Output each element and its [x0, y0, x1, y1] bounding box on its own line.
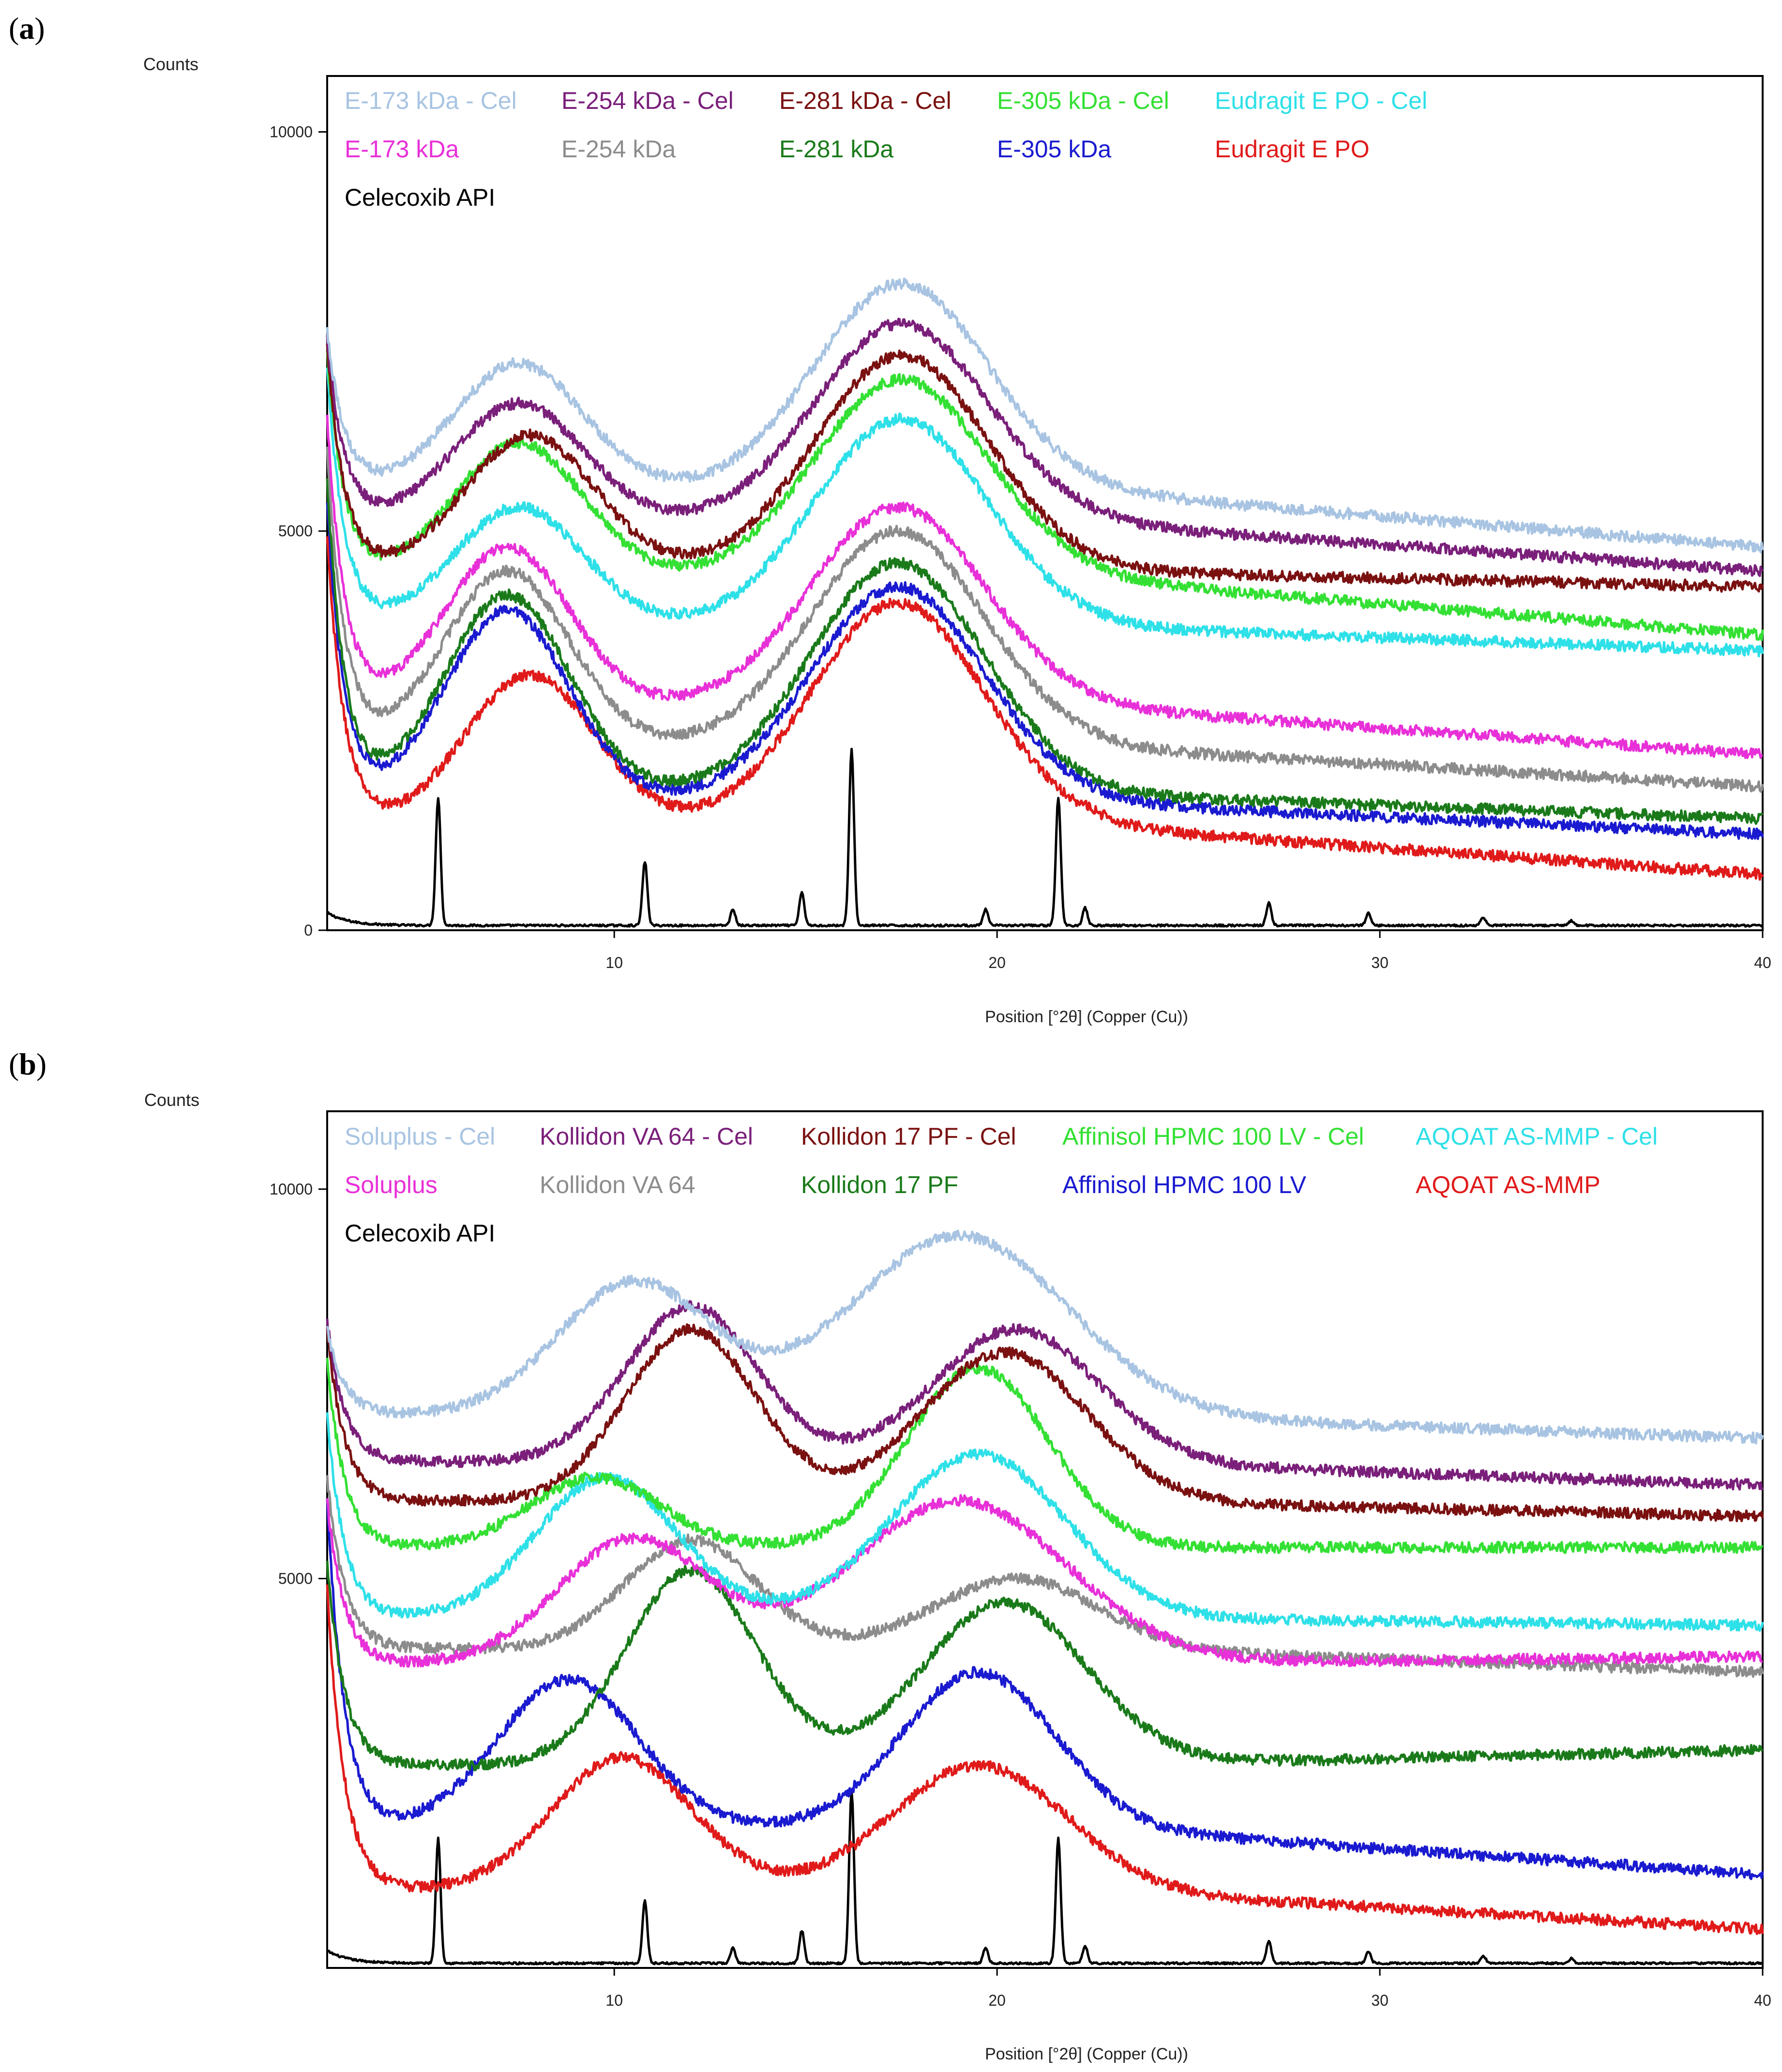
panel-b: (b) Counts 5000 10000 10 20 30 40 Soluplus -…	[9, 1047, 1771, 2063]
panel-a-legend-e-173-kda-cel: E-173 kDa - Cel	[345, 87, 517, 114]
panel-a-series-eudragit-e-po	[326, 536, 1764, 881]
panel-b-legend-aqoat-as-mmp-cel: AQOAT AS-MMP - Cel	[1416, 1123, 1658, 1150]
panel-a-xtick-label: 10	[605, 954, 623, 971]
panel-a-ylabel: Counts	[143, 54, 198, 74]
panel-b-ylabel: Counts	[144, 1090, 199, 1110]
panel-a-legend-e-254-kda: E-254 kDa	[561, 136, 676, 163]
panel-b-series-aqoat-as-mmp-cel	[326, 1412, 1764, 1632]
panel-a-series-e-305-kda	[326, 502, 1764, 840]
panel-a-legend-eudragit-e-po-cel: Eudragit E PO - Cel	[1215, 87, 1427, 114]
panel-a-legend-e-281-kda: E-281 kDa	[779, 136, 893, 163]
panel-a-series-e-254-kda	[326, 446, 1764, 793]
panel-b-legend-kollidon-17-pf: Kollidon 17 PF	[801, 1171, 958, 1198]
panel-a-legend-e-281-kda-cel: E-281 kDa - Cel	[779, 87, 951, 114]
panel-b-series-affinisol-hpmc-100-lv-cel	[326, 1358, 1764, 1554]
panel-b-legend-soluplus: Soluplus	[345, 1171, 438, 1198]
panel-a-ytick-label: 5000	[278, 522, 313, 540]
panel-a-series-eudragit-e-po-cel	[326, 367, 1764, 658]
panel-a-ytick-label: 0	[304, 922, 313, 939]
panel-b-legend-kollidon-va-64-cel: Kollidon VA 64 - Cel	[540, 1123, 753, 1150]
panel-a-xtick-label: 20	[988, 954, 1006, 971]
panel-a-legend-e-173-kda: E-173 kDa	[345, 136, 459, 163]
panel-b-legend-soluplus-cel: Soluplus - Cel	[345, 1123, 495, 1150]
panel-b-legend-kollidon-17-pf-cel: Kollidon 17 PF - Cel	[801, 1123, 1016, 1150]
panel-a-series-e-305-kda-cel	[326, 351, 1764, 641]
panel-b-legend-affinisol-hpmc-100-lv-cel: Affinisol HPMC 100 LV - Cel	[1062, 1123, 1364, 1150]
panel-b-series-celecoxib-api	[327, 1790, 1764, 1966]
panel-b-plot-frame	[326, 1110, 1764, 1969]
panel-b-xtick-label: 30	[1371, 1992, 1389, 2009]
panel-b-series-soluplus-cel	[326, 1229, 1764, 1445]
panel-a-ytick-label: 10000	[270, 123, 313, 140]
panel-a: (a) Counts 0 5000 10000 10 20 30 40 E-173 kDa…	[9, 11, 1771, 1026]
panel-a-xtick-label: 30	[1371, 954, 1389, 971]
panel-a-xlabel: Position [°2θ] (Copper (Cu))	[985, 1008, 1188, 1026]
panel-a-series-celecoxib-api	[327, 747, 1764, 928]
panel-b-legend-celecoxib-api: Celecoxib API	[345, 1220, 495, 1247]
panel-b-legend-affinisol-hpmc-100-lv: Affinisol HPMC 100 LV	[1062, 1171, 1307, 1198]
panel-b-xlabel: Position [°2θ] (Copper (Cu))	[985, 2045, 1188, 2063]
panel-b-label: (b)	[9, 1047, 46, 1081]
panel-b-legend-kollidon-va-64: Kollidon VA 64	[540, 1171, 695, 1198]
panel-b-series-kollidon-va-64-cel	[326, 1300, 1764, 1491]
panel-b-series-kollidon-17-pf	[326, 1560, 1764, 1771]
panel-b-xtick-label: 40	[1754, 1992, 1771, 2009]
panel-b-series-soluplus	[326, 1494, 1763, 1668]
panel-b-xtick-label: 10	[605, 1992, 623, 2009]
panel-a-series-e-281-kda	[326, 478, 1764, 825]
panel-a-legend-e-305-kda-cel: E-305 kDa - Cel	[997, 87, 1169, 114]
panel-b-series-kollidon-17-pf-cel	[326, 1323, 1764, 1523]
panel-a-series-e-254-kda-cel	[326, 318, 1764, 577]
panel-b-series-aqoat-as-mmp	[326, 1584, 1764, 1936]
panel-b-series-kollidon-va-64	[326, 1475, 1764, 1678]
panel-a-legend-celecoxib-api: Celecoxib API	[345, 184, 495, 211]
panel-a-legend-eudragit-e-po: Eudragit E PO	[1215, 136, 1370, 163]
panel-a-legend-e-254-kda-cel: E-254 kDa - Cel	[561, 87, 734, 114]
panel-a-series-e-173-kda	[326, 414, 1763, 759]
panel-a-label: (a)	[9, 11, 45, 45]
panel-a-series-e-173-kda-cel	[326, 277, 1764, 554]
panel-b-legend-aqoat-as-mmp: AQOAT AS-MMP	[1416, 1171, 1601, 1198]
panel-a-plot-frame	[326, 75, 1764, 931]
panel-b-series-affinisol-hpmc-100-lv	[326, 1498, 1764, 1880]
panel-b-ytick-label: 10000	[270, 1180, 313, 1198]
panel-a-series-e-281-kda-cel	[326, 344, 1764, 593]
panel-b-ytick-label: 5000	[278, 1570, 313, 1587]
panel-a-xtick-label: 40	[1754, 954, 1771, 971]
panel-a-legend-e-305-kda: E-305 kDa	[997, 136, 1111, 163]
panel-b-xtick-label: 20	[988, 1992, 1006, 2009]
